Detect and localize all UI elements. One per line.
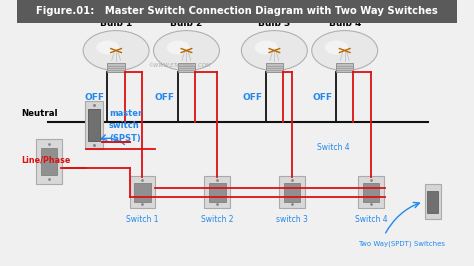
Text: Figure.01:   Master Switch Connection Diagram with Two Way Switches: Figure.01: Master Switch Connection Diag… bbox=[36, 6, 438, 16]
Text: Bulb 4: Bulb 4 bbox=[328, 19, 361, 28]
Text: OFF: OFF bbox=[313, 93, 333, 102]
FancyBboxPatch shape bbox=[107, 63, 125, 72]
Text: Switch 2: Switch 2 bbox=[201, 215, 234, 225]
FancyBboxPatch shape bbox=[425, 184, 440, 219]
Text: OFF: OFF bbox=[242, 93, 263, 102]
Circle shape bbox=[325, 41, 348, 55]
Text: Switch 1: Switch 1 bbox=[126, 215, 159, 225]
FancyBboxPatch shape bbox=[85, 101, 103, 149]
Text: switch 3: switch 3 bbox=[276, 215, 308, 225]
Text: ©WWW.ETechnoG.COM: ©WWW.ETechnoG.COM bbox=[149, 63, 211, 68]
Text: Switch 4: Switch 4 bbox=[318, 143, 350, 152]
FancyBboxPatch shape bbox=[363, 183, 379, 202]
Text: master: master bbox=[109, 109, 142, 118]
FancyBboxPatch shape bbox=[279, 176, 305, 208]
Text: OFF: OFF bbox=[84, 93, 104, 102]
FancyBboxPatch shape bbox=[134, 183, 151, 202]
Text: (SPST): (SPST) bbox=[109, 134, 141, 143]
Circle shape bbox=[154, 31, 219, 70]
FancyBboxPatch shape bbox=[204, 176, 230, 208]
Circle shape bbox=[96, 41, 119, 55]
Text: OFF: OFF bbox=[155, 93, 174, 102]
Text: Neutral: Neutral bbox=[22, 109, 58, 118]
Circle shape bbox=[312, 31, 378, 70]
FancyBboxPatch shape bbox=[88, 109, 100, 141]
Text: Bulb 3: Bulb 3 bbox=[258, 19, 291, 28]
Text: switch: switch bbox=[109, 121, 140, 130]
FancyBboxPatch shape bbox=[265, 63, 283, 72]
FancyBboxPatch shape bbox=[36, 139, 62, 184]
Text: Two Way(SPDT) Switches: Two Way(SPDT) Switches bbox=[358, 240, 446, 247]
Text: Bulb 2: Bulb 2 bbox=[170, 19, 202, 28]
FancyBboxPatch shape bbox=[358, 176, 384, 208]
FancyBboxPatch shape bbox=[129, 176, 155, 208]
FancyBboxPatch shape bbox=[41, 148, 57, 175]
Text: Line/Phase: Line/Phase bbox=[22, 155, 71, 164]
FancyBboxPatch shape bbox=[209, 183, 226, 202]
Circle shape bbox=[167, 41, 190, 55]
FancyBboxPatch shape bbox=[427, 191, 438, 213]
Circle shape bbox=[255, 41, 278, 55]
Text: Bulb 1: Bulb 1 bbox=[100, 19, 132, 28]
Text: Switch 4: Switch 4 bbox=[355, 215, 387, 225]
FancyBboxPatch shape bbox=[178, 63, 195, 72]
FancyBboxPatch shape bbox=[336, 63, 354, 72]
FancyBboxPatch shape bbox=[283, 183, 300, 202]
Circle shape bbox=[83, 31, 149, 70]
Circle shape bbox=[241, 31, 307, 70]
FancyBboxPatch shape bbox=[17, 0, 457, 23]
